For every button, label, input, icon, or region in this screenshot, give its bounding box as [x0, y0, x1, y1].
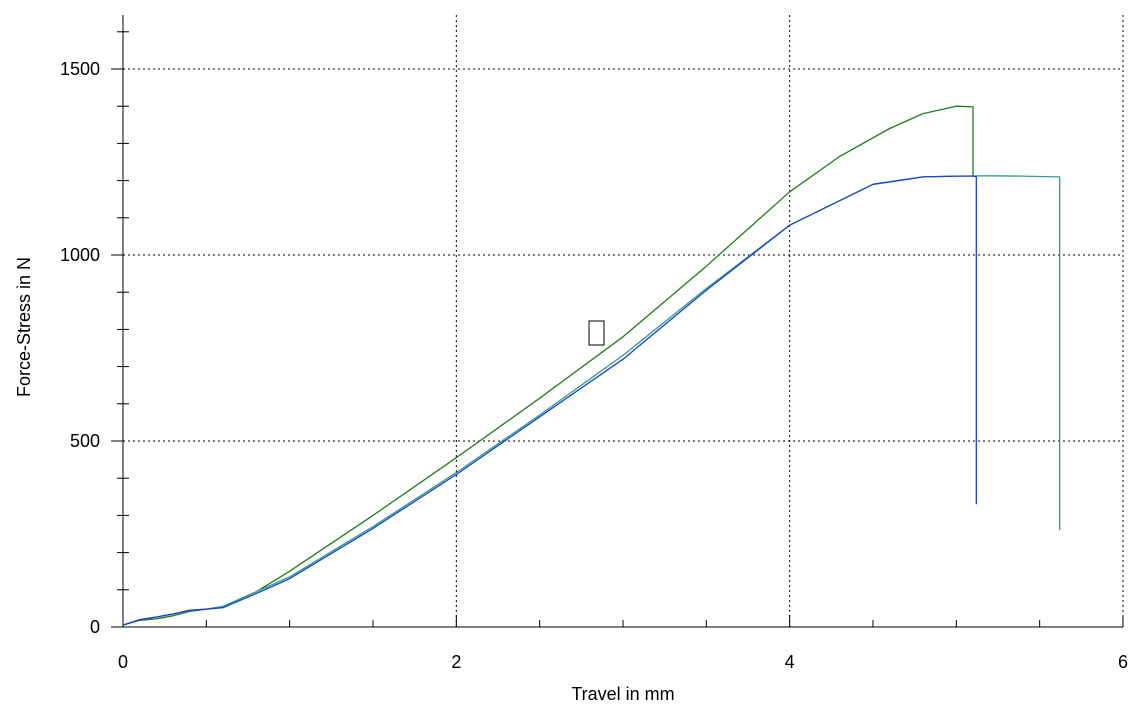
marker-box — [588, 320, 605, 346]
x-tick-label: 6 — [1118, 652, 1128, 672]
series-line-2 — [122, 175, 1061, 626]
y-tick-label: 500 — [70, 431, 100, 451]
y-axis-title: Force-Stress in N — [14, 257, 34, 397]
grid-lines — [123, 15, 1124, 627]
series-lines — [122, 105, 1061, 626]
axes: 0 2 4 6 0 500 1000 1500 — [60, 15, 1128, 672]
x-tick-label: 4 — [785, 652, 795, 672]
y-tick-label: 0 — [90, 617, 100, 637]
y-tick-label: 1000 — [60, 245, 100, 265]
series-line-3 — [122, 175, 977, 626]
x-axis-title: Travel in mm — [571, 684, 674, 704]
y-tick-label: 1500 — [60, 59, 100, 79]
x-tick-label: 2 — [451, 652, 461, 672]
series-line-1 — [122, 105, 974, 626]
x-tick-label: 0 — [118, 652, 128, 672]
